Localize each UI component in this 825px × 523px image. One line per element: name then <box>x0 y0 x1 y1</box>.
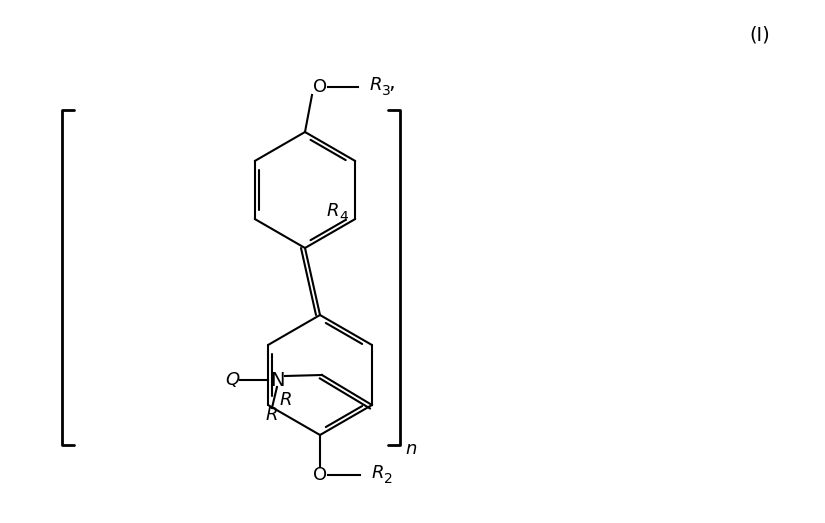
Text: ,: , <box>388 73 394 93</box>
Text: O: O <box>313 466 327 484</box>
Text: R: R <box>370 76 383 94</box>
Text: 2: 2 <box>384 472 393 486</box>
Text: O: O <box>313 78 327 96</box>
Text: (I): (I) <box>750 26 771 44</box>
Text: R: R <box>280 391 292 409</box>
Text: n: n <box>405 440 417 458</box>
Text: R: R <box>327 202 339 220</box>
Text: 3: 3 <box>382 84 391 98</box>
Text: R: R <box>372 464 384 482</box>
Text: Q: Q <box>225 371 239 389</box>
Text: 4: 4 <box>339 210 347 224</box>
Text: R: R <box>266 406 278 424</box>
Text: N: N <box>270 370 284 390</box>
